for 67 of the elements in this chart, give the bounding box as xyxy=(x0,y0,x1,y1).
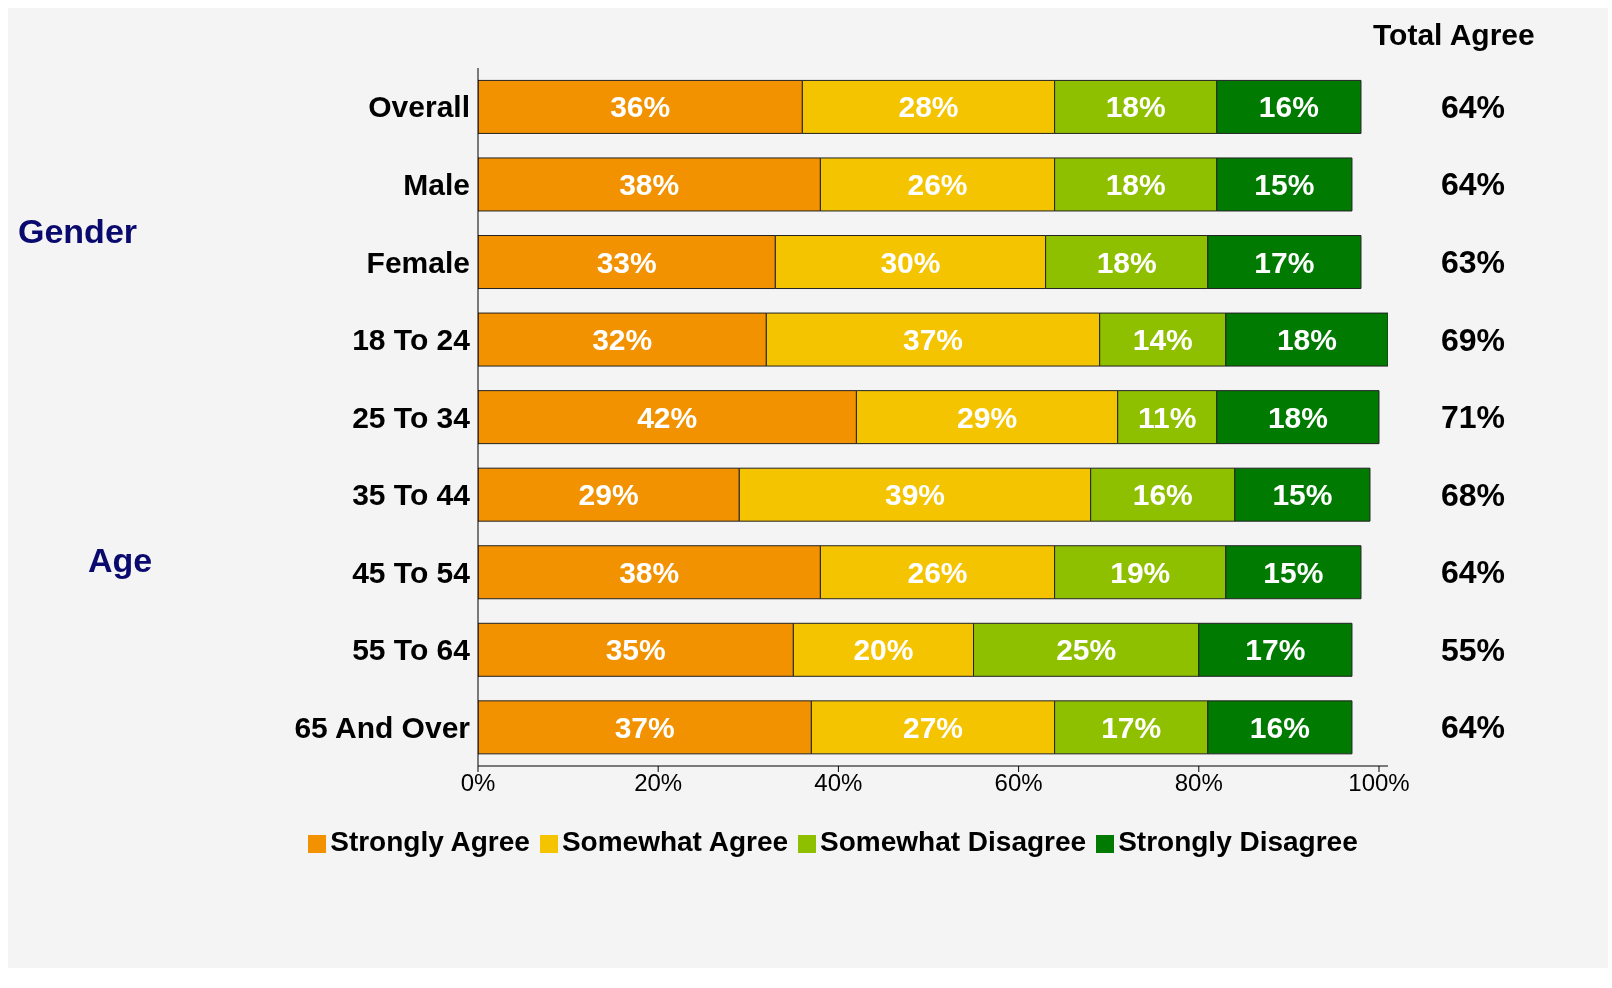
data-label: 26% xyxy=(907,167,968,201)
legend-label: Strongly Disagree xyxy=(1118,826,1358,857)
data-label: 16% xyxy=(1249,710,1310,744)
y-tick-label: 45 To 54 xyxy=(352,555,471,589)
data-label: 15% xyxy=(1254,167,1315,201)
x-tick-label: 0% xyxy=(460,769,496,797)
data-label: 17% xyxy=(1245,633,1306,667)
data-label: 32% xyxy=(592,323,653,357)
data-label: 18% xyxy=(1105,167,1166,201)
data-label: 36% xyxy=(610,90,671,124)
y-tick-label: 35 To 44 xyxy=(352,478,471,512)
data-label: 15% xyxy=(1263,555,1324,589)
data-label: 19% xyxy=(1110,555,1171,589)
data-label: 18% xyxy=(1276,323,1337,357)
text: 63% xyxy=(1440,244,1506,281)
y-tick-label: Overall xyxy=(368,90,470,124)
data-label: 27% xyxy=(902,710,964,744)
data-label: 35% xyxy=(605,633,666,667)
data-label: 18% xyxy=(1105,90,1166,124)
data-label: 38% xyxy=(619,167,680,201)
x-tick-label: 40% xyxy=(814,769,863,797)
text: 64% xyxy=(1440,88,1506,125)
text: Gender xyxy=(18,212,138,252)
data-label: 42% xyxy=(637,400,698,434)
data-label: 25% xyxy=(1056,633,1117,667)
data-label: 26% xyxy=(907,555,968,589)
x-tick-label: 100% xyxy=(1348,769,1410,797)
data-label: 38% xyxy=(619,555,680,589)
legend-label: Strongly Agree xyxy=(330,826,530,857)
y-tick-label: Male xyxy=(403,167,470,201)
text: 68% xyxy=(1440,476,1506,513)
y-tick-label: 18 To 24 xyxy=(352,323,471,357)
text: 71% xyxy=(1440,399,1506,436)
data-label: 16% xyxy=(1132,478,1193,512)
data-label: 20% xyxy=(853,633,914,667)
text: 64% xyxy=(1440,166,1506,203)
data-label: 28% xyxy=(898,90,959,124)
y-tick-label: Female xyxy=(366,245,470,279)
legend-label: Somewhat Disagree xyxy=(820,826,1087,857)
x-tick-label: 20% xyxy=(634,769,683,797)
data-label: 17% xyxy=(1101,710,1162,744)
data-label: 37% xyxy=(902,323,964,357)
data-label: 18% xyxy=(1267,400,1328,434)
data-label: 30% xyxy=(880,245,941,279)
data-label: 29% xyxy=(957,400,1018,434)
data-label: 11% xyxy=(1138,400,1197,434)
data-label: 18% xyxy=(1096,245,1157,279)
data-label: 15% xyxy=(1272,478,1333,512)
y-tick-label: 55 To 64 xyxy=(352,633,471,667)
data-label: 37% xyxy=(614,710,675,744)
legend-label: Somewhat Agree xyxy=(561,826,789,857)
x-tick-label: 60% xyxy=(994,769,1043,797)
data-label: 39% xyxy=(884,478,945,512)
text: 69% xyxy=(1440,321,1506,358)
text: 64% xyxy=(1440,554,1506,591)
data-label: 16% xyxy=(1258,90,1319,124)
text: 55% xyxy=(1440,631,1506,668)
x-tick-label: 80% xyxy=(1174,769,1223,797)
y-tick-label: 25 To 34 xyxy=(352,400,471,434)
text: Total Agree xyxy=(1373,18,1535,52)
text: 64% xyxy=(1440,709,1506,746)
data-label: 33% xyxy=(596,245,657,279)
text: Age xyxy=(88,541,153,581)
data-label: 17% xyxy=(1254,245,1315,279)
data-label: 14% xyxy=(1132,323,1193,357)
data-label: 29% xyxy=(578,478,639,512)
y-tick-label: 65 And Over xyxy=(294,710,471,744)
